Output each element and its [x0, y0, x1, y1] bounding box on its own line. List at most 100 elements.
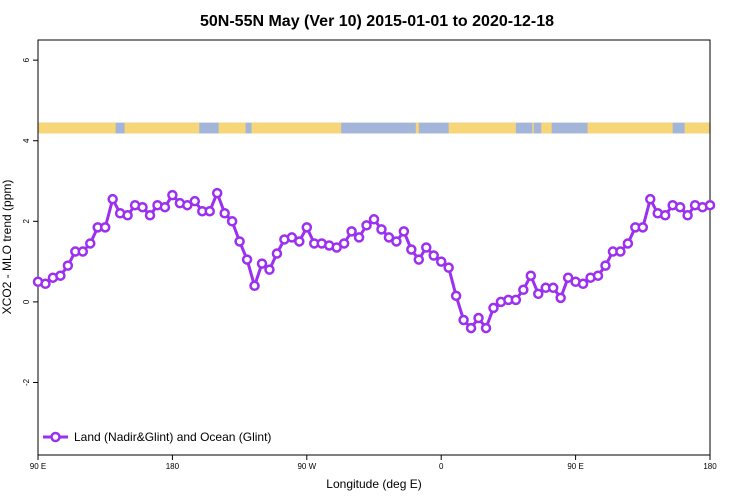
land-segment: [415, 122, 419, 134]
y-axis-label: XCO2 - MLO trend (ppm): [0, 180, 14, 315]
data-point: [361, 220, 372, 231]
data-point: [62, 260, 74, 271]
land-segment: [124, 122, 200, 134]
x-tick-label: 0: [439, 462, 444, 471]
chart-title: 50N-55N May (Ver 10) 2015-01-01 to 2020-…: [200, 13, 554, 30]
data-point: [40, 278, 51, 290]
data-point: [368, 214, 380, 225]
data-point: [144, 210, 156, 221]
data-point: [294, 236, 305, 247]
land-segment: [541, 122, 552, 134]
data-point: [301, 222, 313, 233]
data-point: [338, 238, 350, 249]
data-point: [189, 195, 201, 207]
data-point: [518, 284, 529, 296]
plot-area: [37, 39, 711, 456]
data-point: [645, 193, 656, 205]
data-point: [55, 270, 66, 281]
data-point: [562, 272, 574, 283]
x-tick-label: 180: [166, 462, 180, 471]
data-point: [682, 210, 693, 221]
data-point: [592, 270, 604, 281]
land-segment: [587, 122, 673, 134]
legend: Land (Nadir&Glint) and Ocean (Glint): [43, 430, 271, 444]
data-point: [615, 246, 626, 257]
data-point: [398, 226, 410, 237]
y-axis: -2 0 2 4 6: [22, 57, 38, 386]
data-point: [122, 210, 133, 221]
land-segment: [218, 122, 246, 134]
data-point: [376, 224, 387, 235]
land-segment: [448, 122, 516, 134]
data-point: [159, 201, 171, 213]
data-point: [458, 314, 469, 326]
data-point: [659, 210, 671, 221]
data-point: [391, 236, 402, 247]
data-point: [577, 278, 589, 290]
data-point: [622, 238, 634, 249]
data-point: [547, 282, 559, 294]
x-axis: 90 E 180 90 W 0 90 E 180: [30, 455, 717, 471]
data-point: [249, 280, 260, 292]
data-point: [286, 232, 298, 243]
data-point: [488, 302, 499, 314]
data-point: [533, 288, 544, 300]
data-point: [256, 258, 268, 269]
legend-label: Land (Nadir&Glint) and Ocean (Glint): [74, 430, 271, 444]
data-point: [443, 262, 454, 273]
data-point: [473, 312, 484, 324]
data-point: [271, 248, 283, 259]
data-point: [77, 246, 89, 257]
data-point: [421, 242, 432, 253]
ocean-band: [38, 122, 710, 134]
data-point: [346, 226, 357, 237]
land-segment: [251, 122, 342, 134]
data-point: [674, 201, 686, 213]
data-point: [637, 222, 649, 233]
data-point: [555, 292, 566, 304]
data-point: [480, 322, 492, 334]
data-point: [219, 208, 230, 219]
y-tick-label: 2: [22, 219, 31, 224]
data-point: [428, 250, 439, 261]
x-tick-label: 90 W: [297, 462, 316, 471]
data-point: [167, 189, 178, 201]
y-tick-label: -2: [22, 378, 31, 386]
data-point: [264, 264, 275, 275]
data-point: [234, 236, 245, 247]
data-point: [241, 254, 253, 265]
data-point: [406, 244, 417, 255]
series-line: [37, 191, 711, 330]
y-tick-label: 6: [22, 57, 31, 62]
data-point: [525, 270, 537, 281]
land-segment: [684, 122, 710, 134]
data-point: [600, 260, 611, 271]
data-point: [331, 242, 342, 253]
data-point: [211, 187, 223, 199]
data-point: [107, 193, 118, 205]
series-land-ocean: [32, 187, 716, 334]
x-tick-label: 90 E: [30, 462, 46, 471]
land-segment: [532, 122, 534, 134]
data-point: [450, 290, 462, 302]
data-point: [182, 199, 193, 211]
data-point: [510, 294, 522, 306]
data-point: [383, 232, 395, 243]
data-point: [204, 205, 215, 217]
y-tick-label: 4: [22, 138, 31, 143]
legend-marker: [50, 431, 61, 443]
data-point: [704, 199, 716, 211]
data-point: [435, 256, 447, 267]
land-segment: [38, 122, 116, 134]
data-point: [226, 216, 238, 227]
x-axis-label: Longitude (deg E): [326, 477, 421, 491]
data-point: [137, 201, 148, 213]
y-tick-label: 0: [22, 299, 31, 304]
data-point: [465, 322, 477, 334]
data-point: [353, 232, 365, 243]
land-ocean-band: [38, 122, 710, 134]
data-point: [413, 254, 425, 265]
data-point: [85, 238, 96, 249]
x-tick-label: 90 E: [567, 462, 583, 471]
